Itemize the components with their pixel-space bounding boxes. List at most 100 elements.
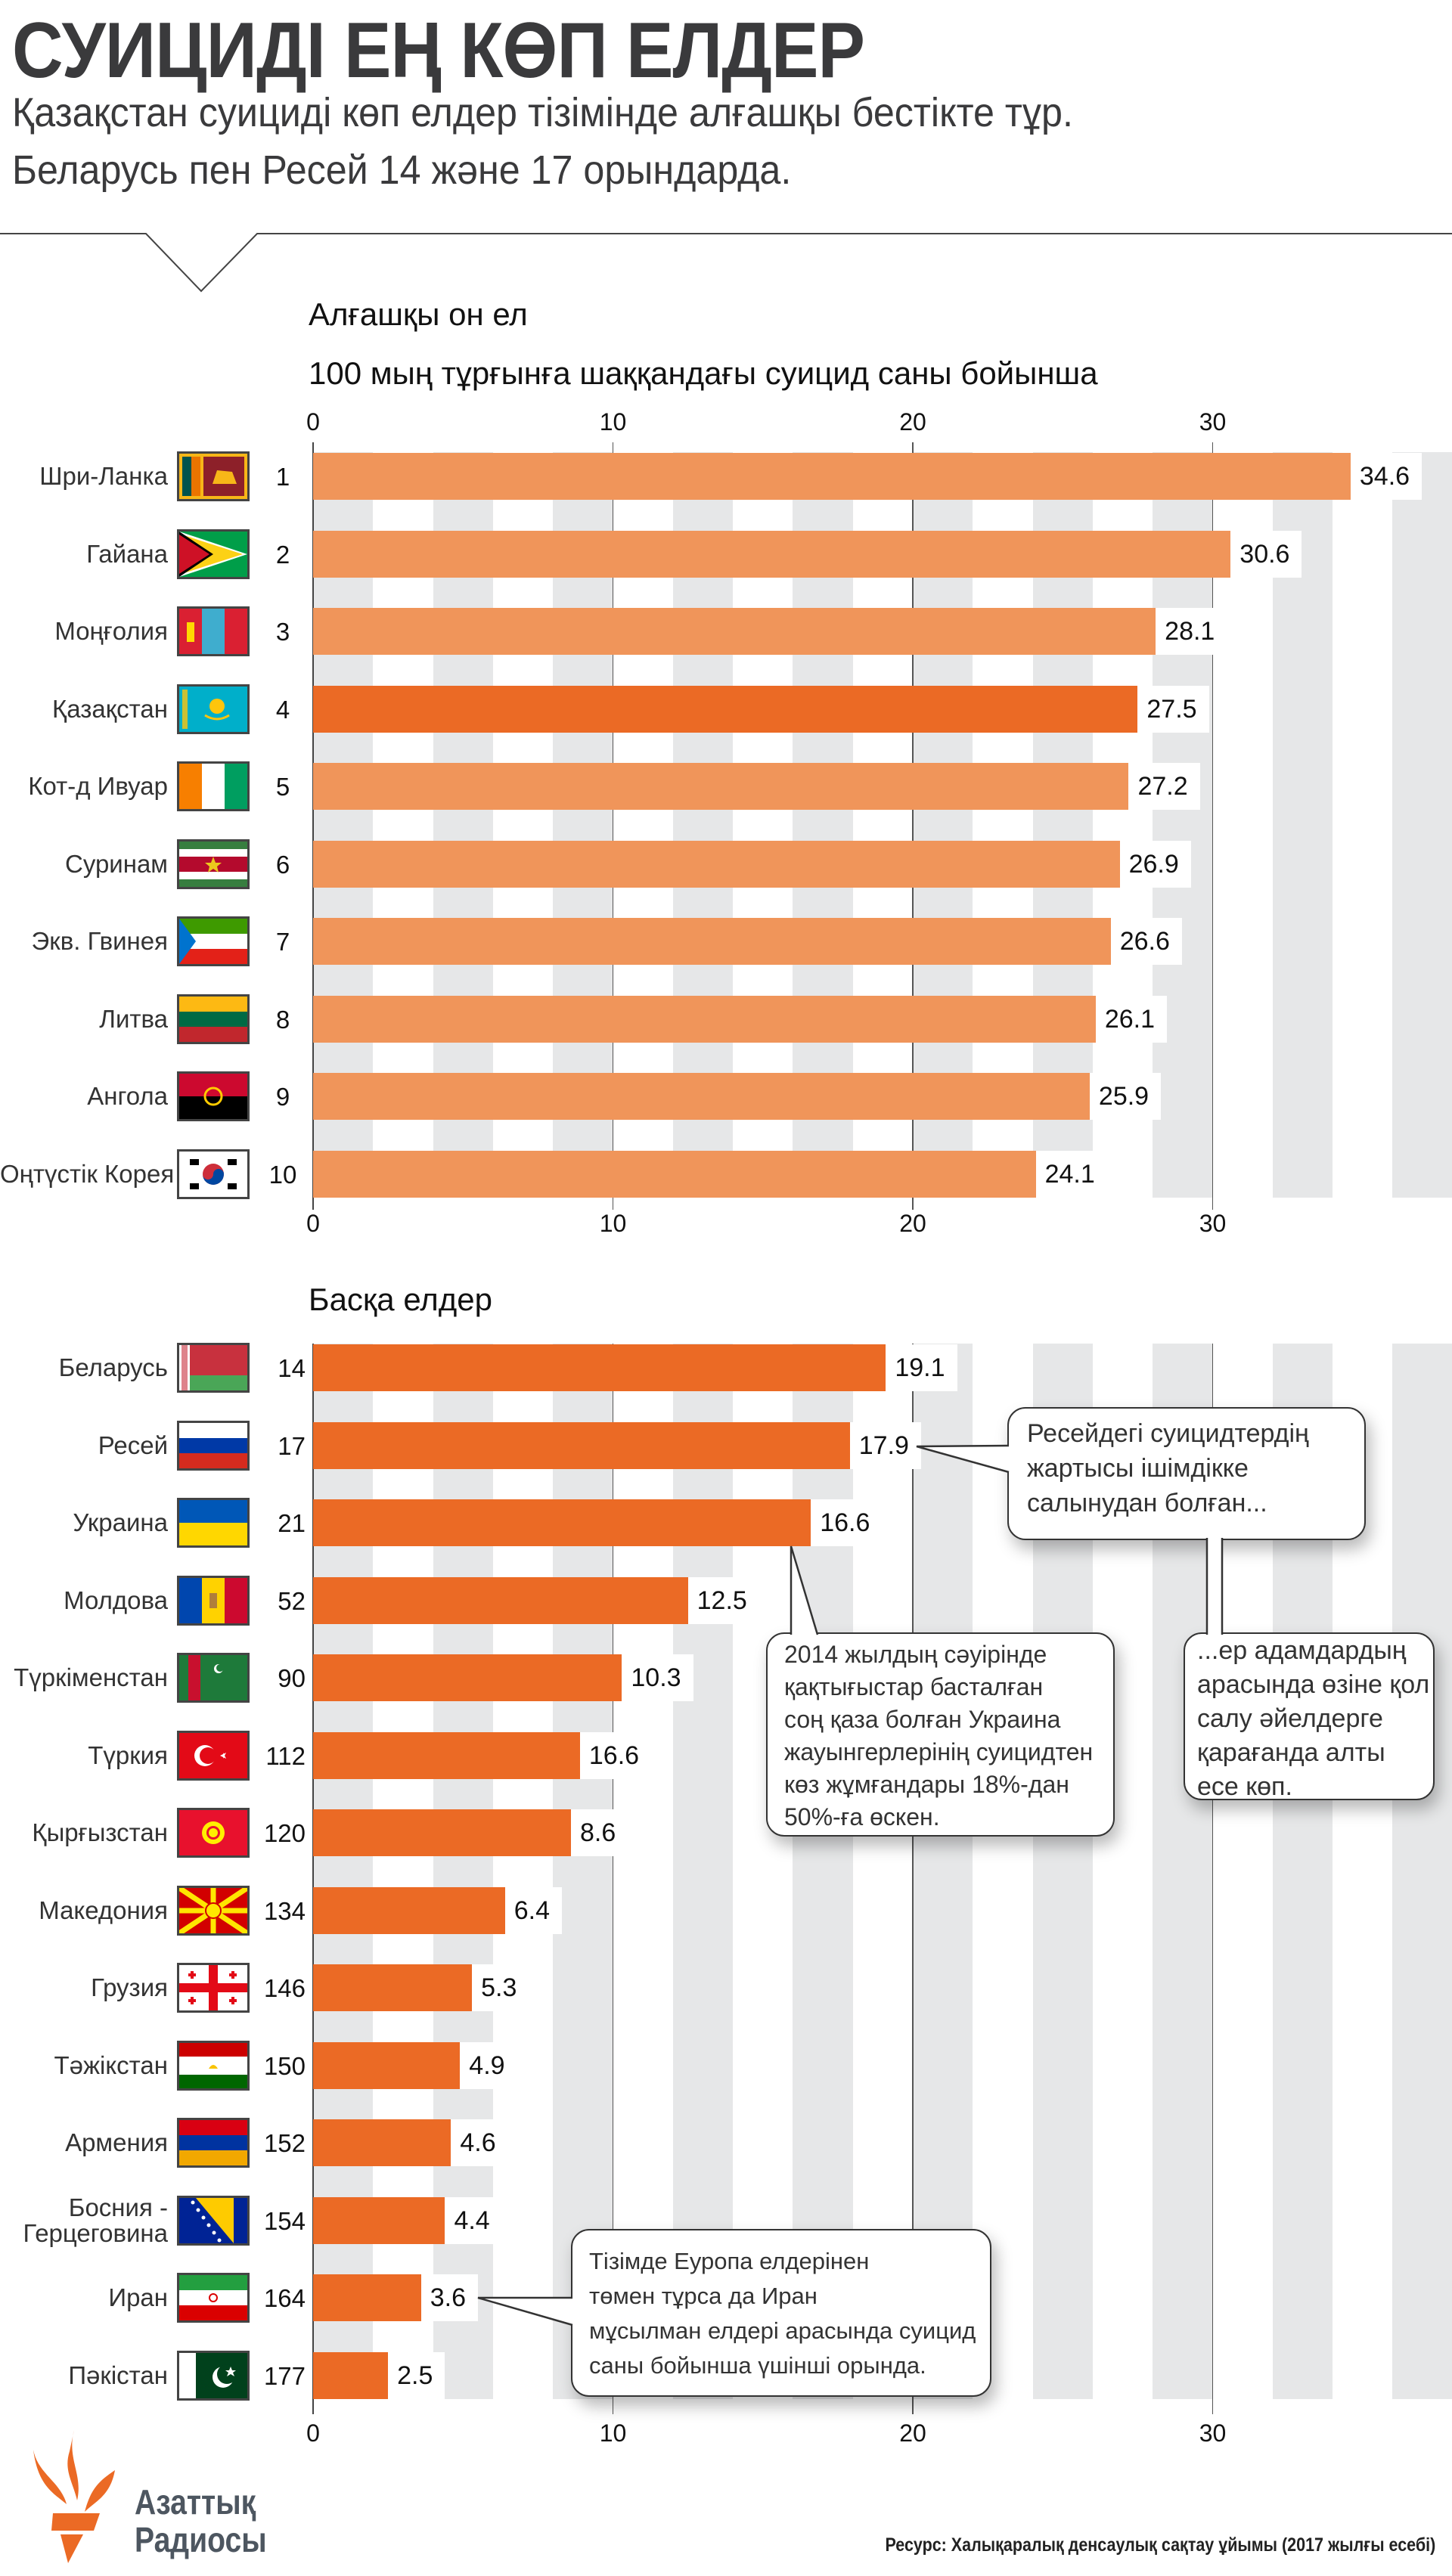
value-label: 26.6 <box>1110 918 1182 965</box>
rank-number: 177 <box>263 2361 306 2390</box>
x-tick-bottom: 20 <box>899 1210 926 1237</box>
bar <box>313 1809 571 1856</box>
bar <box>313 1654 622 1701</box>
x-tick-top: 30 <box>1199 2419 1227 2447</box>
country-label: Суринам <box>64 849 168 878</box>
country-label: Молдова <box>64 1586 168 1614</box>
country-label: Литва <box>99 1004 168 1033</box>
value-label: 26.9 <box>1119 840 1191 888</box>
top-chart-title: Алғашқы он ел <box>309 296 528 332</box>
value-label: 27.2 <box>1128 763 1200 810</box>
bar <box>313 1964 473 2011</box>
country-label: Иран <box>108 2283 168 2311</box>
flag-sri-lanka-icon <box>177 451 250 501</box>
value-label: 4.6 <box>451 2119 508 2166</box>
country-label: Гайана <box>86 539 168 568</box>
country-label: Түркия <box>88 1741 168 1769</box>
country-label: Босния - Герцеговина <box>23 2193 168 2247</box>
gridline <box>912 442 914 1210</box>
country-label: Тәжікстан <box>54 2051 168 2079</box>
callout-russia-continued: ...ер адамдардың арасында өзіне қол салу… <box>1184 1632 1435 1800</box>
bar <box>313 763 1129 810</box>
country-label: Ресей <box>98 1431 168 1459</box>
rank-number: 7 <box>275 928 290 956</box>
country-label: Беларусь <box>58 1353 168 1381</box>
flag-turkey-icon <box>177 1730 250 1781</box>
country-label: Қазақстан <box>52 694 168 723</box>
bar <box>313 453 1351 500</box>
rank-number: 134 <box>263 1896 306 1925</box>
flag-georgia-icon <box>177 1963 250 2013</box>
flag-kazakhstan-icon <box>177 684 250 734</box>
rank-number: 14 <box>278 1354 306 1382</box>
flag-angola-icon <box>177 1071 250 1121</box>
callout-text: жартысы ішімдікке <box>1027 1454 1249 1483</box>
value-label: 4.4 <box>445 2196 502 2244</box>
callout-text: Ресейдегі суицидтердің <box>1027 1419 1309 1448</box>
callout-text: көз жұмғандары 18%-дан <box>784 1771 1069 1798</box>
flag-mongolia-icon <box>177 606 250 656</box>
value-label: 12.5 <box>687 1576 759 1624</box>
callout-text: салу әйелдерге <box>1197 1704 1383 1733</box>
x-tick-bottom: 30 <box>1199 1210 1227 1237</box>
bottom-chart-title: Басқа елдер <box>309 1282 493 1317</box>
bar <box>313 1576 688 1624</box>
callout-iran: Тізімде Еуропа елдерінен төмен тұрса да … <box>571 2229 991 2397</box>
rank-number: 6 <box>275 850 290 879</box>
callout-text: төмен тұрса да Иран <box>589 2283 818 2309</box>
flag-armenia-icon <box>177 2118 250 2168</box>
x-tick-top: 30 <box>1199 408 1227 436</box>
bar <box>313 1421 850 1469</box>
rank-number: 1 <box>275 463 290 491</box>
x-tick-top: 20 <box>899 2419 926 2447</box>
callout-text: арасында өзіне қол <box>1197 1670 1430 1699</box>
rank-number: 150 <box>263 2051 306 2080</box>
country-label: Экв. Гвинея <box>31 927 168 955</box>
gridline <box>1212 1344 1213 2414</box>
value-label: 16.6 <box>579 1731 652 1779</box>
value-label: 3.6 <box>420 2274 478 2321</box>
flag-belarus-icon <box>177 1343 250 1393</box>
value-label: 25.9 <box>1089 1073 1162 1120</box>
rank-number: 21 <box>278 1509 306 1537</box>
grid-stripe <box>1392 452 1452 1198</box>
rank-number: 164 <box>263 2284 306 2312</box>
bar <box>313 1073 1090 1120</box>
value-label: 10.3 <box>622 1654 693 1701</box>
rank-number: 154 <box>263 2206 306 2235</box>
rank-number: 146 <box>263 1974 306 2002</box>
axis-line <box>312 442 314 1210</box>
value-label: 4.9 <box>460 2041 517 2089</box>
rank-number: 9 <box>275 1083 290 1111</box>
bar <box>313 2274 421 2321</box>
x-tick-top: 0 <box>306 2419 320 2447</box>
gridline <box>1212 442 1213 1210</box>
flag-turkmenistan-icon <box>177 1653 250 1703</box>
rank-number: 2 <box>275 540 290 569</box>
bar <box>313 2041 461 2089</box>
value-label: 5.3 <box>472 1964 529 2011</box>
callout-ukraine: 2014 жылдың сәуірінде қақтығыстар бастал… <box>766 1632 1115 1837</box>
callout-text: қақтығыстар басталған <box>784 1673 1044 1700</box>
bar <box>313 840 1120 888</box>
flag-equatorial-guinea-icon <box>177 916 250 966</box>
rank-number: 90 <box>278 1664 306 1692</box>
x-tick-top: 10 <box>599 408 627 436</box>
subtitle-line-1: Қазақстан суициді көп елдер тізімінде ал… <box>12 90 1073 135</box>
bar <box>313 1886 505 1934</box>
rank-number: 120 <box>263 1819 306 1847</box>
flag-iran-icon <box>177 2273 250 2323</box>
callout-text: есе көп. <box>1197 1772 1292 1800</box>
axis-line <box>312 1344 314 2414</box>
x-tick-top: 20 <box>899 408 926 436</box>
x-tick-bottom: 0 <box>306 1210 320 1237</box>
value-label: 2.5 <box>388 2351 445 2399</box>
value-label: 26.1 <box>1095 995 1168 1043</box>
rank-number: 5 <box>275 773 290 801</box>
bar <box>313 1344 886 1391</box>
rank-number: 17 <box>278 1431 306 1460</box>
flag-kyrgyzstan-icon <box>177 1808 250 1858</box>
value-label: 27.5 <box>1137 685 1209 733</box>
bar <box>313 608 1156 655</box>
country-label: Қырғызстан <box>32 1818 168 1846</box>
